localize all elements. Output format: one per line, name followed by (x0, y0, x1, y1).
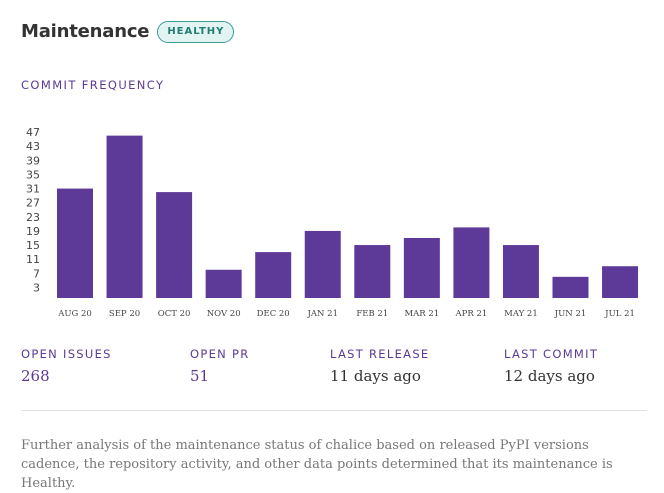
stat-value[interactable]: 51 (190, 367, 210, 385)
bar[interactable] (255, 252, 292, 298)
section-title: Maintenance (21, 20, 150, 42)
bar[interactable] (57, 188, 93, 298)
y-tick-label: 47 (26, 126, 40, 139)
y-tick-label: 7 (33, 267, 40, 280)
stat-label: LAST COMMIT (504, 347, 599, 361)
stat-open-issues[interactable]: OPEN ISSUES 268 (21, 347, 112, 385)
bar[interactable] (205, 269, 242, 298)
maintenance-analysis-text: Further analysis of the maintenance stat… (21, 438, 613, 491)
y-tick-label: 31 (26, 183, 40, 196)
bar[interactable] (602, 266, 639, 298)
stat-value[interactable]: 268 (21, 367, 50, 385)
stat-open-pr[interactable]: OPEN PR 51 (190, 347, 250, 385)
x-category-label: AUG 20 (57, 309, 92, 319)
commit-frequency-label: COMMIT FREQUENCY (21, 78, 165, 92)
divider (21, 410, 647, 411)
x-category-label: JUN 21 (554, 309, 587, 319)
y-tick-label: 43 (26, 140, 40, 153)
x-category-label: APR 21 (455, 309, 488, 319)
bar[interactable] (552, 276, 589, 298)
bar[interactable] (354, 245, 391, 298)
bar[interactable] (304, 230, 341, 298)
bar[interactable] (156, 192, 193, 298)
stat-label: OPEN PR (190, 347, 250, 361)
x-category-label: JUL 21 (604, 309, 635, 319)
section-header: Maintenance HEALTHY (21, 19, 235, 43)
x-category-label: MAY 21 (504, 309, 538, 319)
y-tick-label: 11 (26, 253, 40, 266)
x-category-label: NOV 20 (207, 309, 241, 319)
x-category-label: MAR 21 (404, 309, 439, 319)
y-tick-label: 15 (26, 239, 40, 252)
stat-value: 12 days ago (504, 367, 595, 385)
stat-last-release: LAST RELEASE 11 days ago (330, 347, 429, 385)
stat-last-commit: LAST COMMIT 12 days ago (504, 347, 598, 385)
y-tick-label: 23 (26, 211, 40, 224)
stat-value: 11 days ago (330, 367, 421, 385)
stat-label: LAST RELEASE (330, 347, 430, 361)
health-status-badge: HEALTHY (157, 21, 235, 43)
y-tick-label: 3 (33, 281, 40, 294)
bar[interactable] (106, 135, 143, 298)
bar[interactable] (403, 237, 440, 298)
bar[interactable] (453, 227, 490, 298)
x-category-label: FEB 21 (356, 309, 388, 319)
stats-row: OPEN ISSUES 268 OPEN PR 51 LAST RELEASE … (21, 347, 647, 391)
y-tick-label: 39 (26, 154, 40, 167)
x-category-label: JAN 21 (306, 309, 338, 319)
bar[interactable] (502, 245, 539, 298)
y-tick-label: 27 (26, 197, 40, 210)
x-category-label: OCT 20 (158, 309, 191, 319)
y-tick-label: 35 (26, 168, 40, 181)
x-category-label: SEP 20 (109, 309, 140, 319)
y-tick-label: 19 (26, 225, 40, 238)
x-category-label: DEC 20 (257, 309, 290, 319)
stat-label: OPEN ISSUES (21, 347, 112, 361)
